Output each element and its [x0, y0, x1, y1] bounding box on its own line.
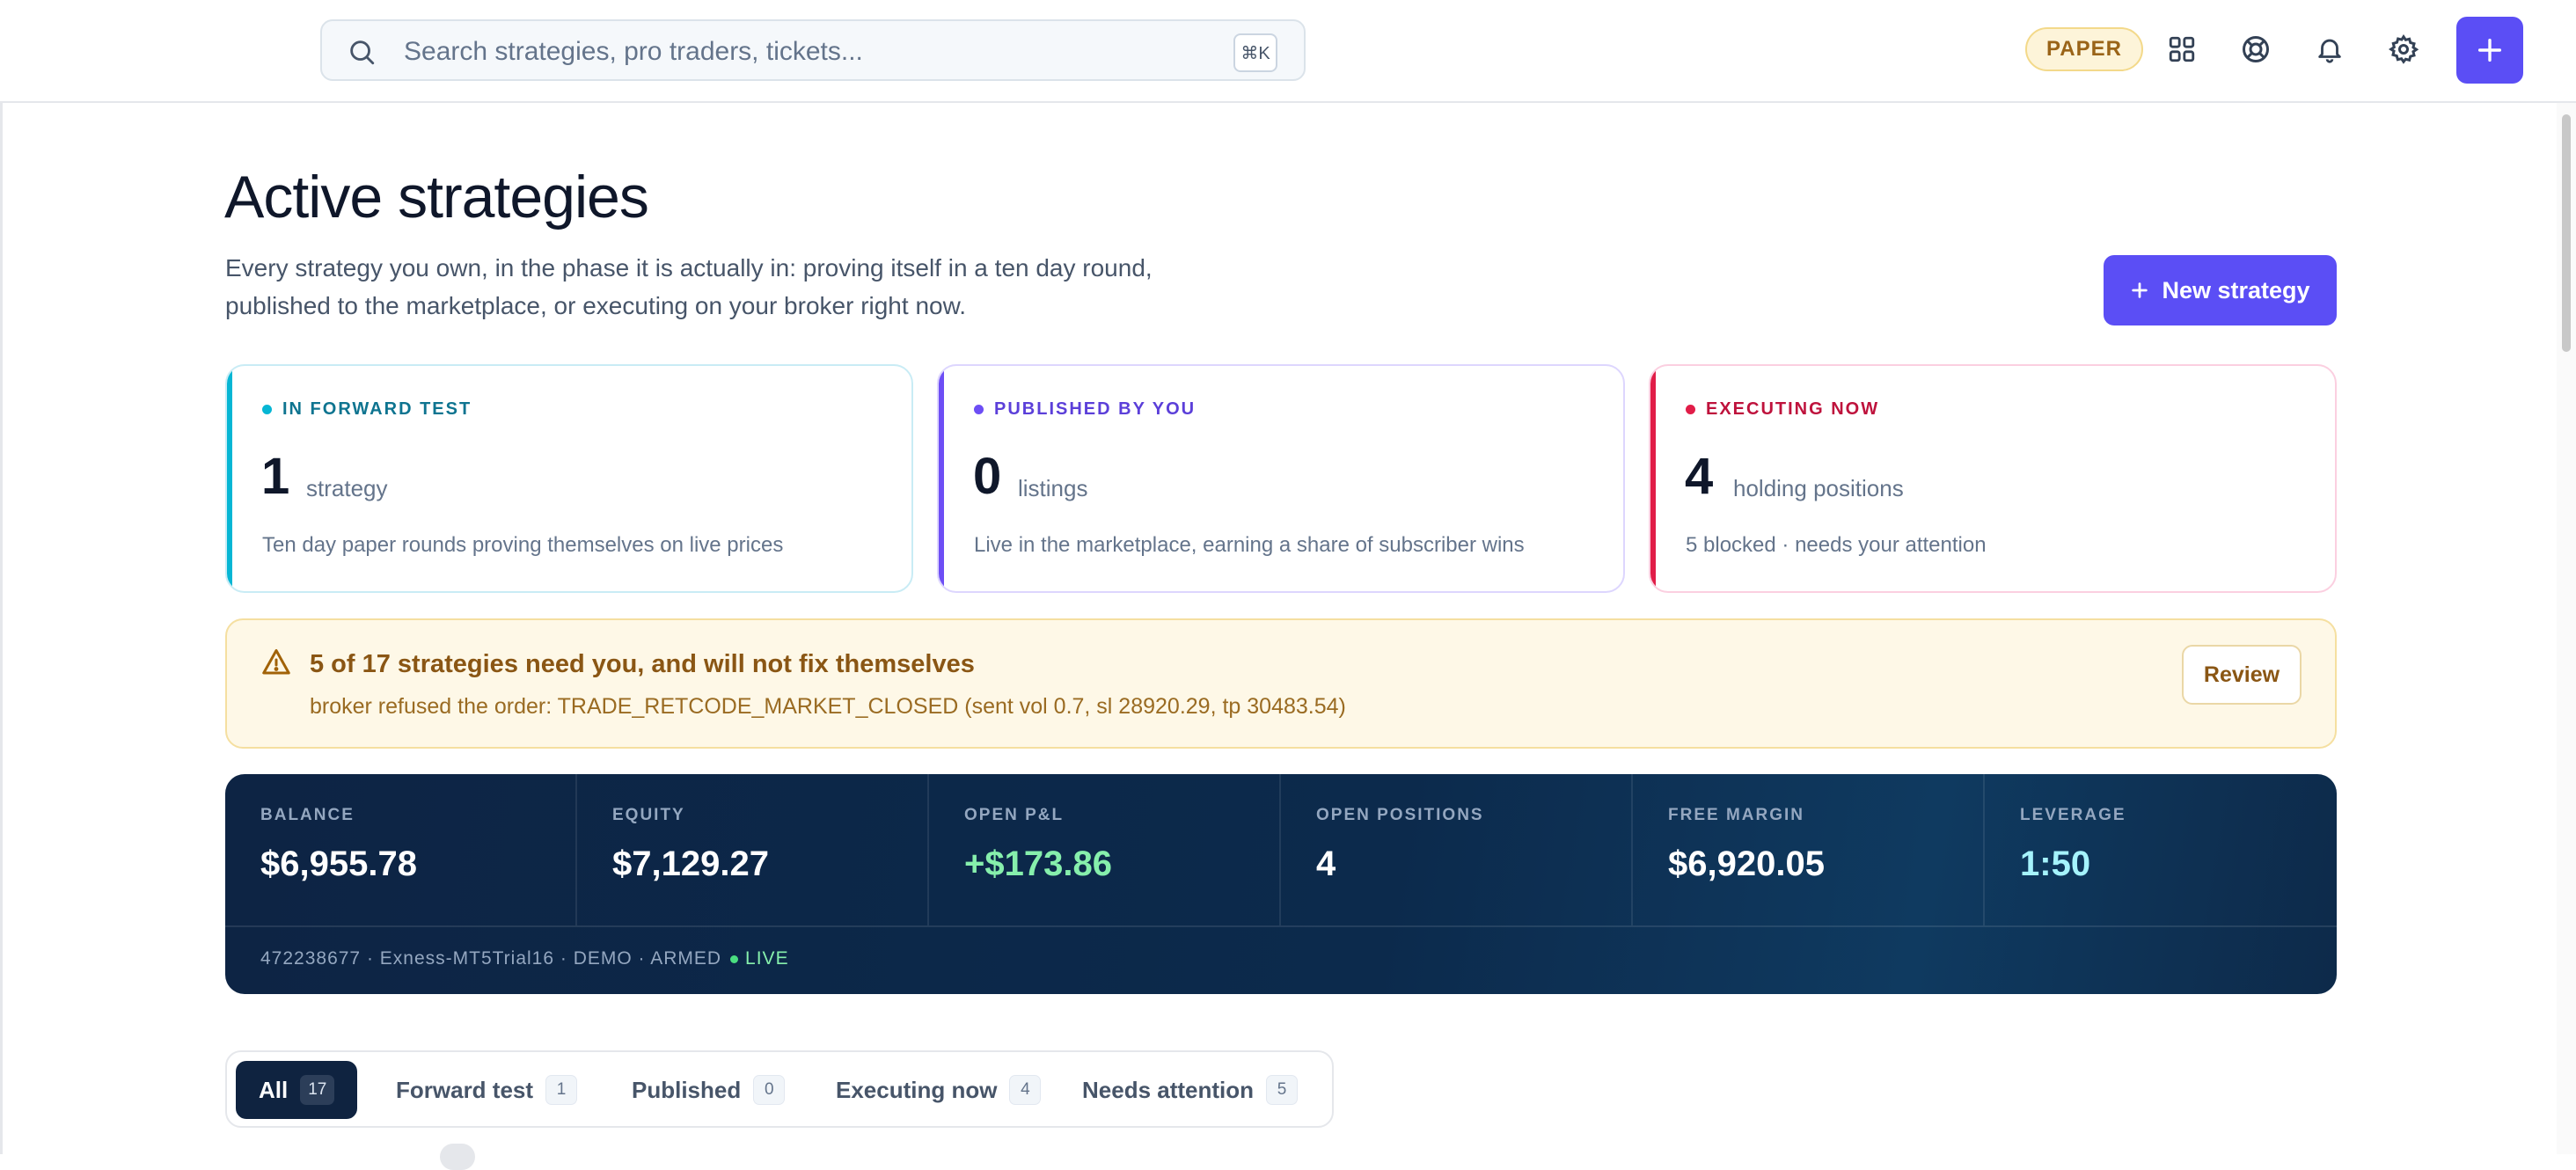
- paper-mode-badge[interactable]: PAPER: [2025, 27, 2143, 71]
- live-status: LIVE: [730, 948, 789, 969]
- review-button[interactable]: Review: [2182, 645, 2302, 705]
- live-label: LIVE: [745, 948, 789, 969]
- stat-label: IN FORWARD TEST: [262, 399, 472, 420]
- scrollbar-track[interactable]: [2557, 103, 2576, 1154]
- tab-forward-test[interactable]: Forward test 1: [373, 1061, 600, 1119]
- alert-message: broker refused the order: TRADE_RETCODE_…: [310, 694, 1346, 719]
- account-footer: 472238677 · Exness-MT5Trial16 · DEMO · A…: [260, 948, 789, 969]
- bell-icon[interactable]: [2310, 30, 2349, 69]
- account-metric-label: BALANCE: [260, 806, 355, 824]
- tab-label: Executing now: [836, 1076, 998, 1103]
- account-metric-label: OPEN P&L: [964, 806, 1065, 824]
- account-metric-value: $7,129.27: [612, 845, 769, 883]
- tab-count: 0: [753, 1075, 786, 1105]
- stat-card-executing[interactable]: EXECUTING NOW 4 holding positions 5 bloc…: [1649, 364, 2337, 593]
- cut-off-badge: [440, 1144, 475, 1170]
- subtitle-line-1: Every strategy you own, in the phase it …: [225, 254, 1153, 282]
- stat-unit: holding positions: [1733, 475, 1904, 501]
- stat-card-forward-test[interactable]: IN FORWARD TEST 1 strategy Ten day paper…: [225, 364, 913, 593]
- account-metric-label: LEVERAGE: [2020, 806, 2126, 824]
- divider: [225, 925, 2337, 927]
- scrollbar-thumb[interactable]: [2562, 114, 2571, 352]
- tab-count: 4: [1009, 1075, 1042, 1105]
- stat-label-text: PUBLISHED BY YOU: [994, 399, 1197, 419]
- warning-icon: [262, 649, 290, 675]
- stat-unit: strategy: [306, 475, 388, 501]
- account-open-positions: OPEN POSITIONS 4: [1281, 774, 1633, 925]
- stat-card-accent: [227, 366, 232, 591]
- stat-value: 4: [1685, 448, 1714, 505]
- account-free-margin: FREE MARGIN $6,920.05: [1633, 774, 1985, 925]
- page-subtitle: Every strategy you own, in the phase it …: [225, 249, 1246, 325]
- stat-label: EXECUTING NOW: [1686, 399, 1879, 420]
- main-content: [0, 103, 2576, 1154]
- grid-icon[interactable]: [2163, 30, 2201, 69]
- stat-value: 0: [973, 448, 1002, 505]
- stat-description: 5 blocked · needs your attention: [1686, 533, 1987, 557]
- search-bar[interactable]: Search strategies, pro traders, tickets.…: [320, 19, 1306, 81]
- plus-icon: [2477, 38, 2502, 62]
- create-button[interactable]: [2456, 17, 2523, 84]
- live-dot: [730, 954, 739, 963]
- stat-card-accent: [1650, 366, 1656, 591]
- filter-tabs: All 17 Forward test 1 Published 0 Executing…: [225, 1050, 1334, 1128]
- tab-label: Forward test: [396, 1076, 534, 1103]
- status-dot: [974, 405, 984, 414]
- account-metric-value: 4: [1316, 845, 1336, 883]
- account-details: 472238677 · Exness-MT5Trial16 · DEMO · A…: [260, 948, 722, 969]
- account-equity: EQUITY $7,129.27: [577, 774, 929, 925]
- tab-label: Needs attention: [1082, 1076, 1255, 1103]
- account-metric-label: FREE MARGIN: [1668, 806, 1804, 824]
- account-open-pnl: OPEN P&L +$173.86: [929, 774, 1281, 925]
- account-metric-value: +$173.86: [964, 845, 1112, 883]
- account-metric-value: 1:50: [2020, 845, 2091, 883]
- attention-alert: 5 of 17 strategies need you, and will no…: [225, 618, 2337, 749]
- stat-card-accent: [939, 366, 944, 591]
- tab-count: 1: [545, 1075, 578, 1105]
- stat-label-text: EXECUTING NOW: [1706, 399, 1880, 419]
- stat-label: PUBLISHED BY YOU: [974, 399, 1196, 420]
- account-summary: BALANCE $6,955.78 EQUITY $7,129.27 OPEN …: [225, 774, 2337, 994]
- plus-icon: [2132, 282, 2148, 298]
- tab-published[interactable]: Published 0: [609, 1061, 808, 1119]
- new-strategy-button[interactable]: New strategy: [2104, 255, 2337, 325]
- search-input[interactable]: Search strategies, pro traders, tickets.…: [404, 37, 863, 66]
- account-leverage: LEVERAGE 1:50: [1985, 774, 2337, 925]
- tab-label: Published: [632, 1076, 742, 1103]
- tab-count: 5: [1266, 1075, 1299, 1105]
- stat-description: Ten day paper rounds proving themselves …: [262, 533, 784, 557]
- account-metric-label: OPEN POSITIONS: [1316, 806, 1484, 824]
- stat-label-text: IN FORWARD TEST: [282, 399, 472, 419]
- stat-card-published[interactable]: PUBLISHED BY YOU 0 listings Live in the …: [937, 364, 1625, 593]
- page-title: Active strategies: [224, 164, 649, 230]
- tab-executing-now[interactable]: Executing now 4: [813, 1061, 1064, 1119]
- tab-label: All: [259, 1076, 289, 1103]
- subtitle-line-2: published to the marketplace, or executi…: [225, 292, 967, 319]
- account-metric-value: $6,920.05: [1668, 845, 1825, 883]
- tab-needs-attention[interactable]: Needs attention 5: [1059, 1061, 1321, 1119]
- tab-count: 17: [300, 1075, 335, 1105]
- search-shortcut-hint: ⌘K: [1233, 33, 1277, 72]
- lifebuoy-icon[interactable]: [2236, 30, 2275, 69]
- stat-value: 1: [261, 448, 290, 505]
- stat-unit: listings: [1018, 475, 1088, 501]
- status-dot: [262, 405, 272, 414]
- status-dot: [1686, 405, 1695, 414]
- alert-title: 5 of 17 strategies need you, and will no…: [310, 650, 975, 678]
- top-bar: Search strategies, pro traders, tickets.…: [0, 0, 2576, 103]
- account-metric-label: EQUITY: [612, 806, 685, 824]
- new-strategy-label: New strategy: [2162, 276, 2310, 303]
- stat-description: Live in the marketplace, earning a share…: [974, 533, 1525, 557]
- gear-icon[interactable]: [2384, 30, 2423, 69]
- account-metric-value: $6,955.78: [260, 845, 417, 883]
- tab-all[interactable]: All 17: [236, 1061, 358, 1119]
- search-icon: [350, 40, 375, 65]
- account-balance: BALANCE $6,955.78: [225, 774, 577, 925]
